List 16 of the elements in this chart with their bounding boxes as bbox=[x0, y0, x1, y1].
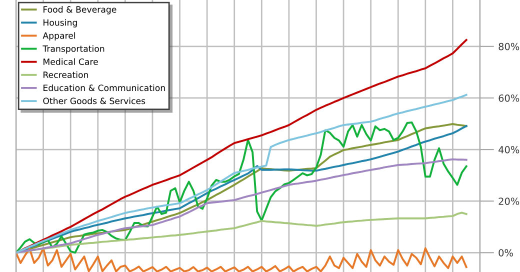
line-series bbox=[16, 94, 468, 254]
legend-label: Transportation bbox=[42, 45, 104, 54]
y-tick-label: 20% bbox=[498, 198, 520, 205]
legend-label: Medical Care bbox=[44, 58, 98, 65]
legend-label: Apparel bbox=[42, 32, 76, 40]
legend-label: Housing bbox=[44, 19, 77, 28]
legend-label: Education & Communication bbox=[44, 84, 165, 92]
y-tick-label: 0% bbox=[498, 249, 513, 256]
y-tick-label: 80% bbox=[498, 42, 520, 50]
y-tick-label: 40% bbox=[498, 146, 520, 154]
line-series bbox=[16, 247, 468, 272]
legend-label: Other Goods & Services bbox=[43, 98, 146, 104]
y-tick-label: 60% bbox=[498, 94, 520, 102]
legend-label: Food & Beverage bbox=[44, 6, 116, 14]
legend-label: Recreation bbox=[44, 71, 88, 78]
line-series bbox=[16, 158, 468, 254]
